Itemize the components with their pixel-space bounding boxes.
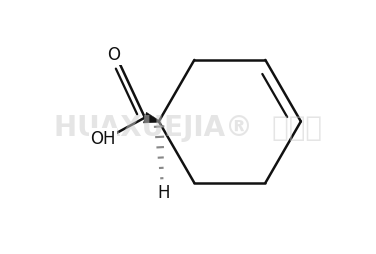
Text: O: O [107,46,120,64]
Polygon shape [143,113,159,123]
Text: OH: OH [90,129,116,147]
Text: HUAXUEJIA®  化学加: HUAXUEJIA® 化学加 [54,113,322,141]
Text: H: H [158,183,170,201]
